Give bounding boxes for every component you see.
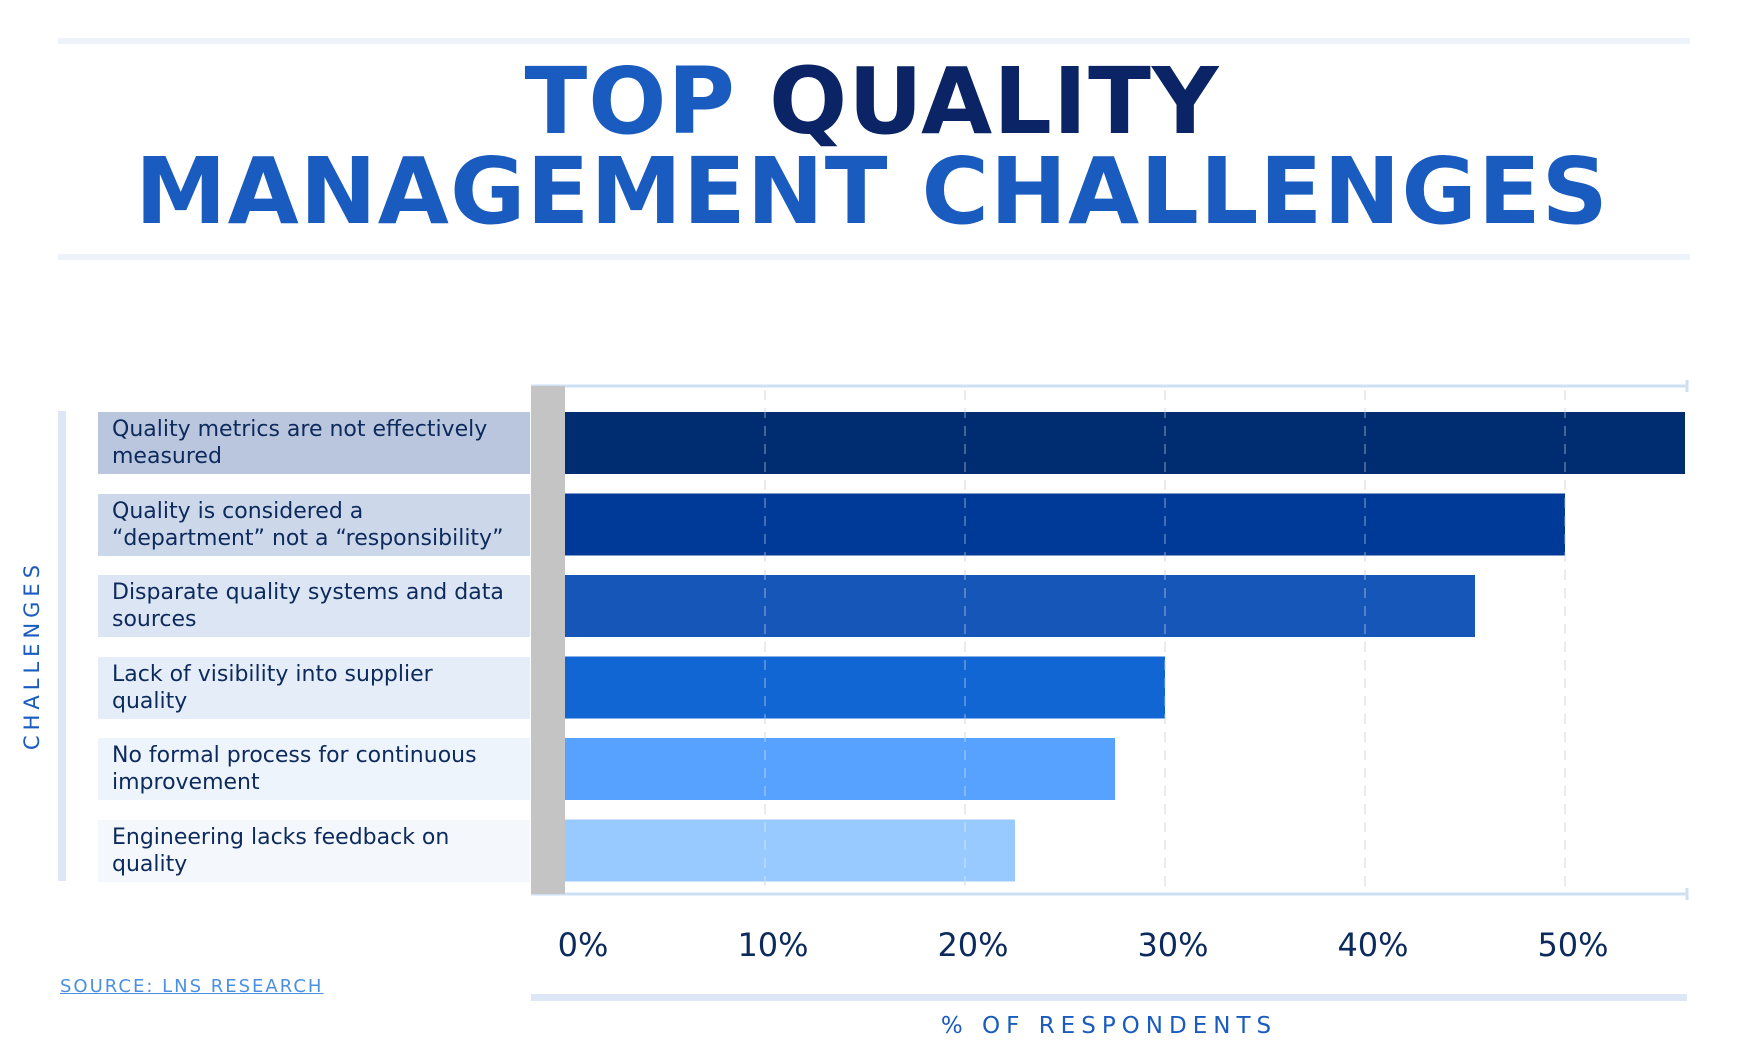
bar-5 bbox=[565, 738, 1115, 800]
x-tick-label-50: 50% bbox=[1537, 926, 1608, 964]
category-label-6: Engineering lacks feedback on quality bbox=[98, 819, 530, 882]
x-tick-label-0: 0% bbox=[558, 926, 609, 964]
x-tick-label-40: 40% bbox=[1337, 926, 1408, 964]
category-label-2: Quality is considered a “department” not… bbox=[98, 493, 530, 556]
x-axis-title-rule bbox=[531, 994, 1687, 1001]
category-label-5: No formal process for continuous improve… bbox=[98, 738, 530, 800]
top-rule bbox=[58, 38, 1690, 44]
title-word-quality: QUALITY bbox=[768, 48, 1220, 155]
x-tick-label-20: 20% bbox=[937, 926, 1008, 964]
y-axis-baseline bbox=[531, 386, 565, 894]
chart-title-line-2: MANAGEMENT CHALLENGES bbox=[135, 138, 1609, 245]
x-tick-label-10: 10% bbox=[737, 926, 808, 964]
x-tick-label-30: 30% bbox=[1137, 926, 1208, 964]
bar-1 bbox=[565, 412, 1685, 474]
category-label-1: Quality metrics are not effectively meas… bbox=[98, 412, 530, 474]
bar-2 bbox=[565, 493, 1565, 556]
bar-6 bbox=[565, 819, 1015, 882]
bar-3 bbox=[565, 575, 1475, 637]
y-axis-accent-bar bbox=[58, 411, 66, 881]
category-label-4: Lack of visibility into supplier quality bbox=[98, 656, 530, 719]
chart-title-line-1: TOP QUALITY bbox=[0, 52, 1744, 152]
category-label-3: Disparate quality systems and data sourc… bbox=[98, 575, 530, 637]
x-axis-title: % OF RESPONDENTS bbox=[940, 1013, 1278, 1039]
source-link[interactable]: SOURCE: LNS RESEARCH bbox=[60, 976, 324, 997]
title-word-top: TOP bbox=[524, 48, 736, 155]
bar-4 bbox=[565, 656, 1165, 719]
title-bottom-rule bbox=[58, 254, 1690, 260]
